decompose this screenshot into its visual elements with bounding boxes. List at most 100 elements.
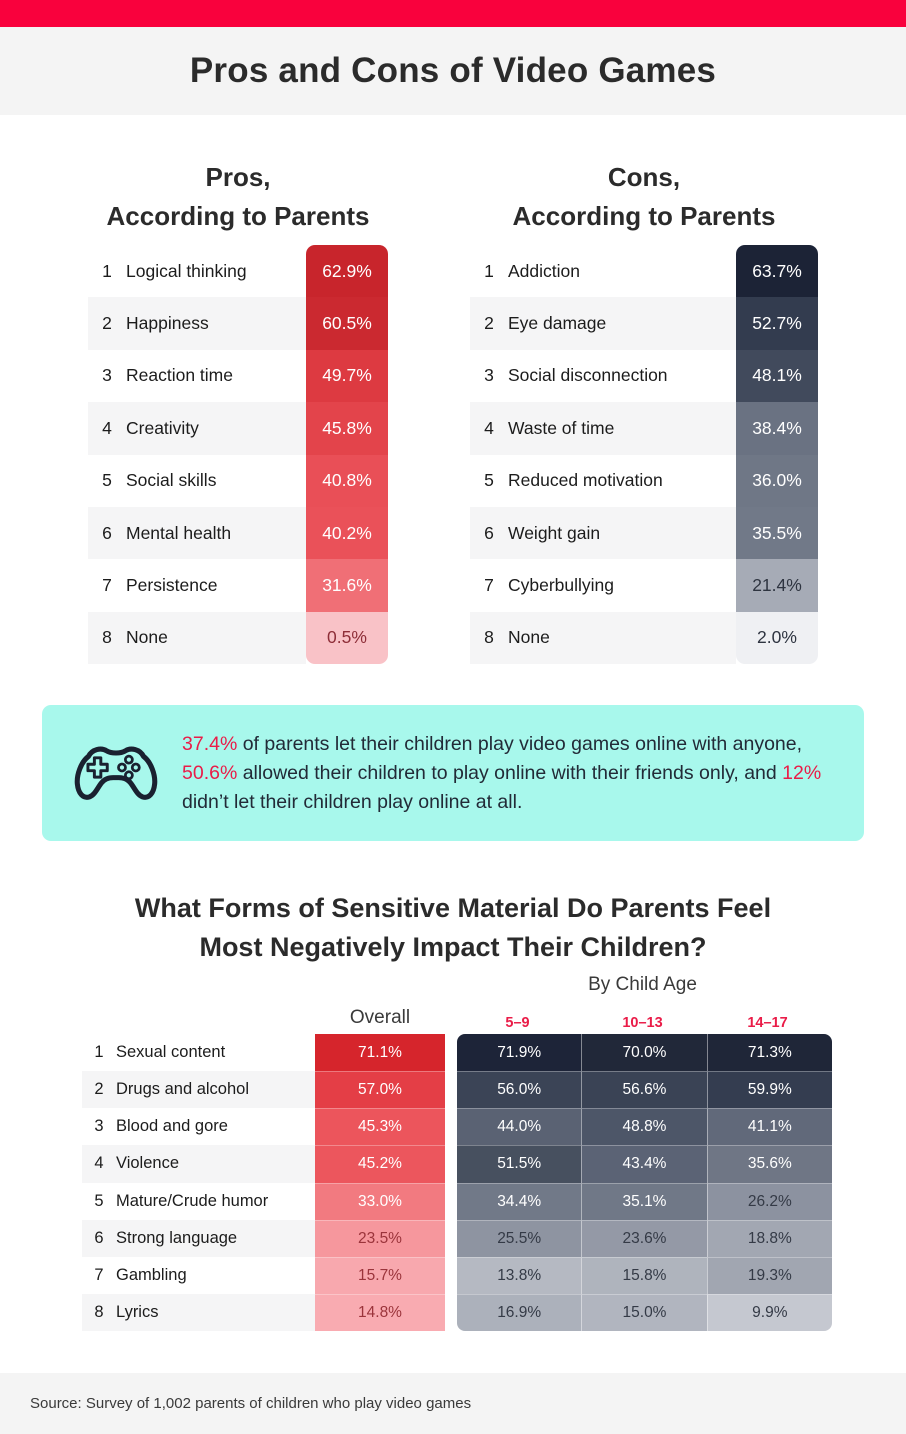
table-row: 7 Persistence 31.6%: [88, 559, 388, 612]
row-rank: 1: [94, 1043, 104, 1062]
row-rank: 4: [94, 1154, 104, 1173]
row-label-cell: 1 Addiction: [470, 245, 736, 298]
row-value: 35.5%: [736, 506, 818, 560]
age-value-cell: 71.9%: [457, 1034, 582, 1072]
row-label-cell: 5 Social skills: [88, 454, 306, 507]
age-cells-group: 16.9% 15.0% 9.9%: [457, 1293, 832, 1331]
row-value: 31.6%: [306, 559, 388, 612]
row-rank: 2: [94, 1080, 104, 1099]
row-label-cell: 3 Blood and gore: [82, 1108, 315, 1146]
age-value-cell: 19.3%: [706, 1256, 832, 1294]
age-column-label: 10–13: [622, 1015, 663, 1032]
age-value-cell: 23.6%: [581, 1219, 707, 1257]
row-rank: 1: [484, 260, 494, 281]
table-row: 5 Reduced motivation 36.0%: [470, 454, 818, 507]
table-row: 3 Social disconnection 48.1%: [470, 349, 818, 403]
row-rank: 6: [484, 522, 494, 543]
overall-value-cell: 45.3%: [315, 1108, 445, 1146]
overall-column-label: Overall: [349, 1007, 411, 1029]
row-rank: 2: [102, 313, 112, 334]
row-value: 0.5%: [306, 611, 388, 665]
table-row: 8 None 0.5%: [88, 611, 388, 665]
sensitive-material-table: By Child Age Overall 5–9 10–13 14–17 1 Sexu…: [82, 967, 832, 1331]
age-value-cell: 16.9%: [457, 1293, 582, 1331]
row-label: Happiness: [126, 313, 209, 334]
row-value: 36.0%: [736, 454, 818, 507]
row-value: 40.2%: [306, 506, 388, 560]
table-row: 5 Social skills 40.8%: [88, 454, 388, 507]
table-row: 6 Mental health 40.2%: [88, 506, 388, 560]
row-label: Persistence: [126, 575, 218, 596]
row-label-cell: 8 None: [88, 611, 306, 665]
row-label: Social skills: [126, 470, 217, 491]
row-value: 45.8%: [306, 402, 388, 455]
age-value-cell: 44.0%: [457, 1108, 582, 1146]
table-row: 2 Drugs and alcohol 57.0% 56.0% 56.6% 59.9%: [82, 1071, 832, 1109]
online-play-callout: 37.4% of parents let their children play…: [42, 705, 864, 842]
table-row: 2 Happiness 60.5%: [88, 297, 388, 350]
age-value-cell: 13.8%: [457, 1256, 582, 1294]
row-rank: 7: [102, 575, 112, 596]
row-rank: 3: [94, 1117, 104, 1136]
footer-band: Source: Survey of 1,002 parents of child…: [0, 1373, 906, 1434]
age-value-cell: 56.0%: [457, 1071, 582, 1109]
matrix-header: By Child Age Overall 5–9 10–13 14–17: [82, 967, 832, 1034]
row-label: None: [508, 627, 550, 648]
online-play-stat-text: 37.4% of parents let their children play…: [182, 730, 838, 817]
cons-heading-line1: Cons,: [607, 162, 681, 192]
overall-value-cell: 45.2%: [315, 1145, 445, 1183]
row-rank: 6: [94, 1228, 104, 1247]
overall-value-cell: 23.5%: [315, 1219, 445, 1257]
row-rank: 5: [94, 1191, 104, 1210]
row-label: Creativity: [126, 417, 199, 438]
stat-percentage: 12%: [782, 761, 822, 784]
table-row: 4 Violence 45.2% 51.5% 43.4% 35.6%: [82, 1145, 832, 1183]
row-label-cell: 3 Social disconnection: [470, 349, 736, 403]
sensitive-material-title: What Forms of Sensitive Material Do Pare…: [0, 889, 906, 967]
table-row: 6 Strong language 23.5% 25.5% 23.6% 18.8%: [82, 1219, 832, 1257]
row-rank: 7: [484, 575, 494, 596]
row-label: Sexual content: [116, 1043, 226, 1062]
age-value-cell: 9.9%: [706, 1293, 832, 1331]
age-value-cell: 15.8%: [581, 1256, 707, 1294]
row-label-cell: 6 Mental health: [88, 506, 306, 560]
row-label-cell: 8 Lyrics: [82, 1293, 315, 1331]
stat-text: didn’t let their children play online at…: [182, 790, 523, 813]
row-label-cell: 1 Logical thinking: [88, 245, 306, 298]
row-label-cell: 2 Eye damage: [470, 297, 736, 350]
row-label: Social disconnection: [508, 365, 668, 386]
column-gap: [445, 1108, 457, 1145]
age-value-cell: 48.8%: [581, 1108, 707, 1146]
page-title: Pros and Cons of Video Games: [189, 51, 717, 90]
row-label: Blood and gore: [116, 1117, 228, 1136]
pros-table: 1 Logical thinking 62.9% 2 Happiness 60.5% 3 Re…: [88, 245, 388, 665]
column-gap: [445, 1294, 457, 1331]
row-value: 40.8%: [306, 454, 388, 507]
row-label-cell: 7 Cyberbullying: [470, 559, 736, 612]
row-label-cell: 5 Reduced motivation: [470, 454, 736, 507]
age-value-cell: 25.5%: [457, 1219, 582, 1257]
column-gap: [445, 1071, 457, 1108]
row-label: Mature/Crude humor: [116, 1191, 269, 1210]
age-value-cell: 26.2%: [706, 1182, 832, 1220]
row-label: Addiction: [508, 260, 580, 281]
age-cells-group: 25.5% 23.6% 18.8%: [457, 1219, 832, 1257]
table-row: 6 Weight gain 35.5%: [470, 506, 818, 560]
row-rank: 8: [102, 627, 112, 648]
cons-heading-line2: According to Parents: [512, 201, 776, 231]
row-label-cell: 1 Sexual content: [82, 1034, 315, 1072]
row-label: None: [126, 627, 168, 648]
row-label-cell: 2 Drugs and alcohol: [82, 1071, 315, 1109]
by-child-age-label: By Child Age: [588, 974, 697, 996]
table-row: 1 Addiction 63.7%: [470, 245, 818, 298]
age-value-cell: 59.9%: [706, 1071, 832, 1109]
overall-value-cell: 71.1%: [315, 1034, 445, 1072]
row-label-cell: 4 Creativity: [88, 402, 306, 455]
table-row: 1 Sexual content 71.1% 71.9% 70.0% 71.3%: [82, 1034, 832, 1072]
row-label-cell: 4 Violence: [82, 1145, 315, 1183]
overall-value-cell: 14.8%: [315, 1293, 445, 1331]
table-row: 8 None 2.0%: [470, 611, 818, 665]
row-value: 2.0%: [736, 611, 818, 665]
age-cells-group: 34.4% 35.1% 26.2%: [457, 1182, 832, 1220]
row-rank: 2: [484, 313, 494, 334]
